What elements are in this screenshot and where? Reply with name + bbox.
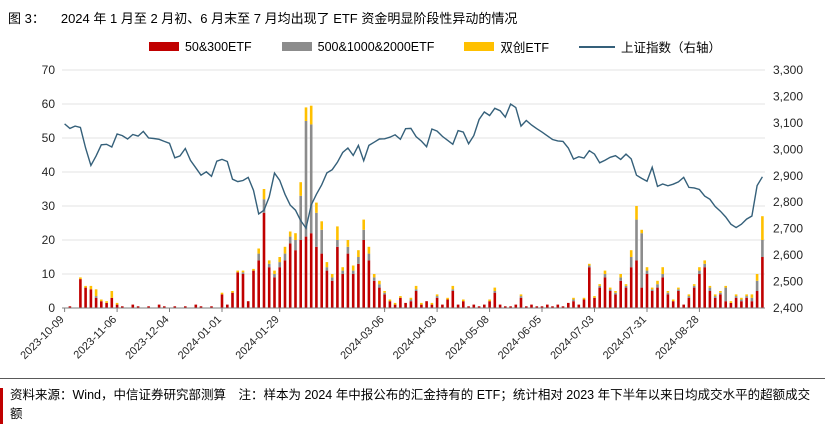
report-figure: 图 3： 2024 年 1 月至 2 月初、6 月末至 7 月均出现了 ETF 资…	[0, 0, 825, 425]
svg-text:60: 60	[42, 97, 56, 111]
svg-text:10: 10	[42, 267, 56, 281]
legend-item: 上证指数（右轴）	[579, 37, 721, 56]
svg-text:2,800: 2,800	[773, 195, 803, 209]
stacked-bars	[68, 105, 764, 308]
legend-line-swatch	[579, 45, 616, 48]
legend-label: 500&1000&2000ETF	[317, 39, 435, 54]
svg-text:2024-01-29: 2024-01-29	[234, 314, 282, 362]
svg-text:2,500: 2,500	[773, 275, 803, 289]
legend-item: 双创ETF	[464, 37, 549, 56]
y-axis-right-labels: 2,400 2,500 2,600 2,700 2,800 2,900 3,000 3,100…	[773, 63, 803, 315]
legend-label: 上证指数（右轴）	[621, 41, 722, 55]
gridlines	[62, 69, 765, 275]
svg-text:3,100: 3,100	[773, 116, 803, 130]
figure-number: 图 3：	[8, 11, 45, 26]
svg-text:40: 40	[42, 165, 56, 179]
legend-bar-swatch	[281, 42, 312, 51]
svg-text:2024-01-01: 2024-01-01	[176, 314, 224, 362]
svg-text:2,400: 2,400	[773, 301, 803, 315]
red-accent-bar	[0, 388, 3, 424]
svg-text:2024-04-03: 2024-04-03	[391, 314, 439, 362]
svg-text:3,300: 3,300	[773, 63, 803, 77]
shanghai-index-line	[64, 103, 763, 230]
legend-item: 50&300ETF	[148, 39, 252, 54]
svg-text:70: 70	[42, 63, 56, 77]
etf-flow-chart: 0 10 20 30 40 50 60 70 2,400 2,500 2,600 2,700 2,800…	[18, 63, 803, 362]
svg-text:2024-03-06: 2024-03-06	[338, 314, 386, 362]
svg-text:3,200: 3,200	[773, 89, 803, 103]
x-axis-labels: 2023-10-09 2023-11-06 2023-12-04 2024-01-01…	[18, 308, 702, 362]
svg-text:2,700: 2,700	[773, 222, 803, 236]
source-note: 资料来源：Wind，中信证券研究部测算 注：样本为 2024 年中报公布的汇金持…	[10, 388, 811, 422]
svg-text:2024-06-05: 2024-06-05	[496, 314, 544, 362]
figure-title: 图 3： 2024 年 1 月至 2 月初、6 月末至 7 月均出现了 ETF 资…	[0, 0, 825, 27]
svg-text:2023-12-04: 2023-12-04	[123, 314, 171, 362]
svg-text:20: 20	[42, 233, 56, 247]
svg-text:50: 50	[42, 131, 56, 145]
legend-label: 50&300ETF	[184, 39, 252, 54]
svg-text:30: 30	[42, 199, 56, 213]
legend-label: 双创ETF	[500, 41, 550, 55]
legend-bar-swatch	[148, 42, 179, 51]
source-note-wrap: 资料来源：Wind，中信证券研究部测算 注：样本为 2024 年中报公布的汇金持…	[0, 378, 825, 425]
svg-text:2023-11-06: 2023-11-06	[72, 314, 120, 362]
legend-item: 500&1000&2000ETF	[281, 39, 435, 54]
svg-text:2023-10-09: 2023-10-09	[18, 314, 66, 362]
svg-text:3,000: 3,000	[773, 142, 803, 156]
svg-text:2024-08-28: 2024-08-28	[653, 314, 701, 362]
chart-legend: 50&300ETF 500&1000&2000ETF 双创ETF 上证指数（右轴）	[45, 37, 825, 56]
y-axis-left-labels: 0 10 20 30 40 50 60 70	[42, 63, 56, 315]
svg-text:2,900: 2,900	[773, 169, 803, 183]
svg-text:0: 0	[48, 301, 55, 315]
figure-title-text: 2024 年 1 月至 2 月初、6 月末至 7 月均出现了 ETF 资金明显阶…	[60, 11, 518, 26]
svg-text:2024-07-31: 2024-07-31	[601, 314, 649, 362]
svg-text:2024-07-03: 2024-07-03	[548, 314, 596, 362]
legend-bar-swatch	[464, 42, 495, 51]
svg-text:2,600: 2,600	[773, 248, 803, 262]
svg-text:2024-05-08: 2024-05-08	[443, 314, 491, 362]
